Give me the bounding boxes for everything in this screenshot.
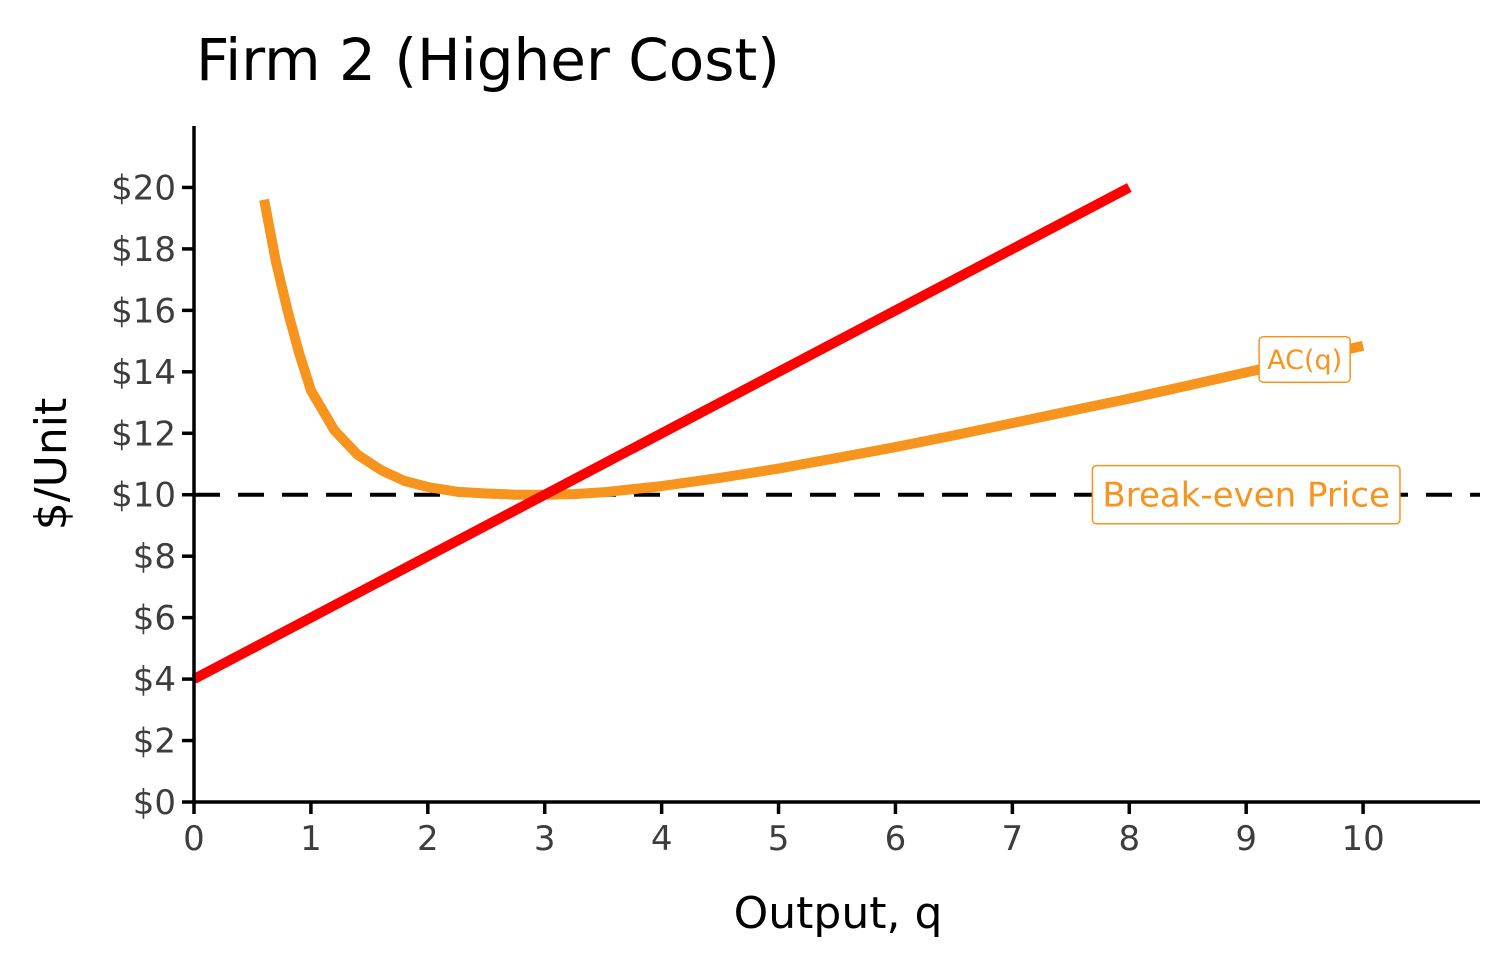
y-tick-label: $0 xyxy=(133,783,176,823)
x-tick-label: 3 xyxy=(534,819,556,859)
x-tick-label: 9 xyxy=(1235,819,1257,859)
y-tick-label: $12 xyxy=(111,414,176,454)
y-tick-label: $18 xyxy=(111,230,176,270)
x-tick-label: 8 xyxy=(1118,819,1140,859)
x-tick-label: 1 xyxy=(300,819,322,859)
x-tick-label: 10 xyxy=(1341,819,1384,859)
y-axis-title: $/Unit xyxy=(26,398,77,530)
y-tick-label: $4 xyxy=(133,660,176,700)
annotation-label-0: AC(q) xyxy=(1267,345,1342,376)
x-tick-label: 7 xyxy=(1002,819,1024,859)
average-cost-curve xyxy=(259,198,1365,500)
y-tick-label: $6 xyxy=(133,599,176,639)
x-axis-title: Output, q xyxy=(734,888,943,939)
x-tick-label: 5 xyxy=(768,819,790,859)
annotation-box-1 xyxy=(1091,464,1401,525)
axes-layer: 0 1 2 3 4 5 6 7 8 9 10 $0 $2 $4 $6 $8 $10 $12 $14 $16 $18 $20 xyxy=(111,126,1480,859)
x-tick-label: 4 xyxy=(651,819,673,859)
x-tick-label: 2 xyxy=(417,819,439,859)
series-layer xyxy=(191,183,1480,684)
y-tick-label: $2 xyxy=(133,722,176,762)
chart-title: Firm 2 (Higher Cost) xyxy=(196,26,780,94)
y-tick-label: $16 xyxy=(111,291,176,331)
y-tick-label: $10 xyxy=(111,476,176,516)
y-tick-label: $20 xyxy=(111,168,176,208)
marginal-cost-line xyxy=(191,183,1132,684)
annotation-1: Break-even Price xyxy=(1091,464,1401,525)
y-tick-label: $14 xyxy=(111,353,176,393)
annotation-label-1: Break-even Price xyxy=(1102,476,1390,516)
x-tick-label: 6 xyxy=(885,819,907,859)
x-tick-label: 0 xyxy=(183,819,205,859)
annotation-box-0 xyxy=(1258,336,1351,384)
annotation-0: AC(q) xyxy=(1258,336,1351,384)
y-tick-label: $8 xyxy=(133,537,176,577)
annotation-layer: AC(q) Break-even Price xyxy=(1091,336,1401,525)
